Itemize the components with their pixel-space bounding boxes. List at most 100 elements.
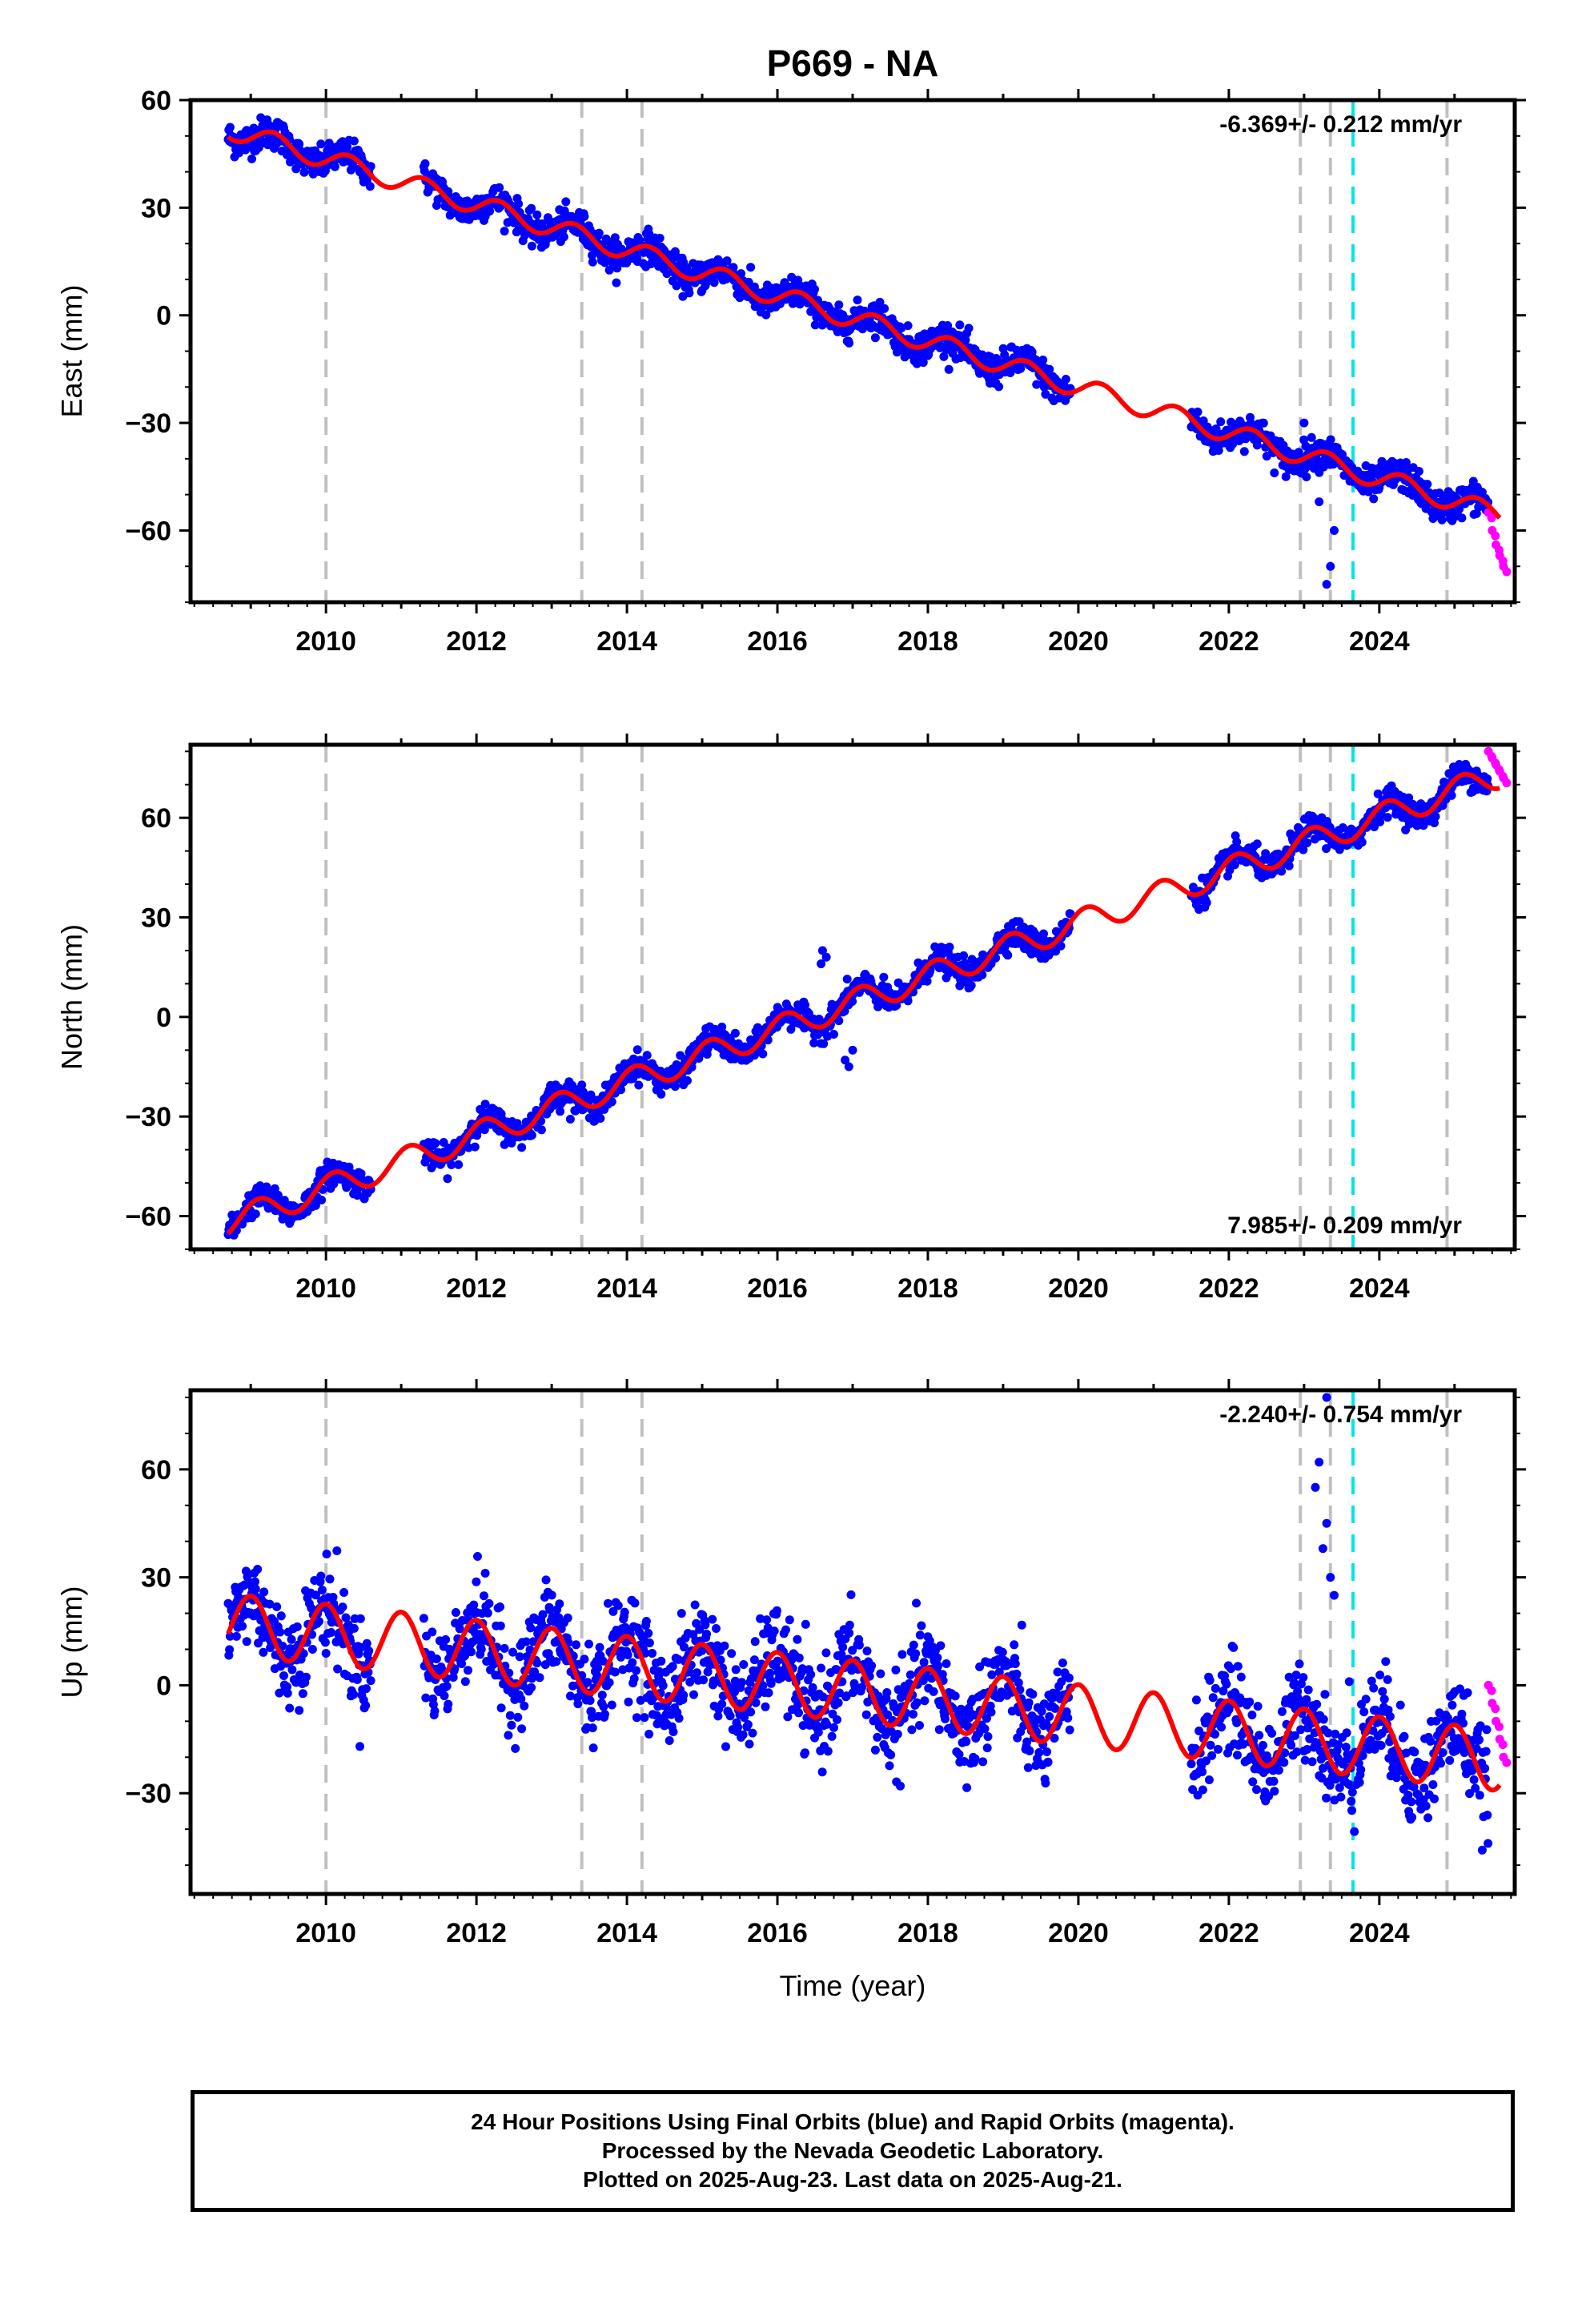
data-point (572, 1640, 580, 1650)
data-point (978, 950, 988, 959)
data-point (861, 1710, 871, 1719)
model-curve (226, 771, 1500, 1236)
data-point (259, 1647, 268, 1657)
data-point (945, 943, 954, 952)
data-point (573, 1699, 583, 1709)
data-point (738, 1730, 748, 1739)
data-point (608, 1606, 618, 1616)
data-point (827, 1731, 837, 1741)
data-point (525, 1645, 535, 1655)
data-point (561, 197, 571, 207)
data-point (677, 1609, 686, 1618)
data-point (251, 1584, 260, 1594)
data-point (1252, 839, 1262, 849)
data-point (511, 1743, 520, 1753)
data-point (909, 1640, 918, 1650)
data-point (1357, 838, 1367, 847)
data-point (632, 1713, 641, 1723)
data-point (1363, 487, 1373, 497)
data-point (580, 1655, 589, 1664)
x-tick-label: 2020 (1048, 1273, 1109, 1304)
data-point (745, 1739, 754, 1749)
data-point (599, 1702, 608, 1711)
data-point (311, 1590, 320, 1600)
data-point (321, 1649, 331, 1658)
data-point (761, 310, 771, 320)
data-point (833, 1698, 843, 1707)
data-point (419, 1614, 428, 1623)
data-point (1003, 951, 1013, 960)
model-curve (227, 129, 1502, 520)
data-point (595, 1642, 604, 1652)
data-point (837, 1650, 846, 1659)
data-point (355, 1742, 364, 1751)
data-point (829, 1030, 838, 1039)
plot-area-1 (223, 100, 1512, 602)
data-point (832, 1665, 841, 1675)
data-point (880, 304, 889, 313)
data-point (629, 1674, 639, 1683)
data-point (907, 1725, 917, 1735)
data-point (366, 1676, 375, 1686)
data-point (630, 1598, 640, 1608)
data-point (903, 996, 913, 1006)
data-point (521, 1637, 531, 1647)
data-point (917, 1621, 926, 1630)
data-point (761, 1702, 770, 1711)
data-point (980, 1724, 990, 1734)
data-point (1050, 1703, 1060, 1713)
data-point (1028, 1690, 1038, 1699)
outlier-point (1326, 561, 1335, 571)
data-point (366, 162, 375, 171)
data-point (559, 232, 568, 242)
data-point (939, 352, 949, 361)
data-point (349, 1623, 359, 1633)
data-point (772, 1606, 781, 1615)
data-point (1038, 356, 1048, 364)
data-point (612, 278, 621, 287)
data-point (793, 1634, 802, 1644)
x-tick-label: 2022 (1199, 626, 1259, 657)
data-point (1335, 845, 1344, 854)
x-tick-label: 2010 (295, 626, 356, 657)
data-point (644, 1729, 654, 1739)
data-point (430, 1707, 440, 1716)
data-point (299, 167, 309, 177)
data-point (362, 1638, 371, 1648)
data-point (283, 1688, 292, 1698)
data-point (1370, 822, 1379, 831)
y-tick-label: 0 (156, 1003, 171, 1033)
data-point (982, 1714, 991, 1723)
data-point (845, 1620, 854, 1630)
data-point (1307, 432, 1316, 442)
data-point (364, 1647, 374, 1655)
data-point (656, 1656, 666, 1666)
plot-area-2 (223, 745, 1512, 1249)
data-point (769, 1626, 779, 1636)
data-point (298, 1689, 307, 1699)
data-point (665, 1736, 674, 1745)
data-point (798, 1721, 808, 1731)
data-point (708, 1614, 717, 1624)
data-point (1239, 447, 1249, 456)
data-point (225, 123, 235, 132)
data-point (527, 1683, 536, 1692)
x-tick-label: 2020 (1048, 626, 1109, 657)
data-point (1042, 1747, 1051, 1756)
data-point (801, 1619, 810, 1629)
data-point (1431, 812, 1440, 822)
data-point (679, 1691, 689, 1700)
data-point (329, 1180, 339, 1188)
data-point (955, 320, 965, 330)
data-point (593, 1663, 603, 1673)
data-point (1412, 821, 1422, 830)
data-point (678, 292, 688, 301)
data-point (766, 1679, 776, 1688)
data-point (848, 1646, 857, 1655)
x-tick-label: 2010 (295, 1273, 356, 1304)
x-tick-label: 2014 (596, 626, 657, 657)
final-orbit-points (223, 113, 1493, 589)
data-point (552, 1657, 561, 1667)
data-point (668, 1662, 677, 1671)
data-point (982, 1743, 992, 1753)
